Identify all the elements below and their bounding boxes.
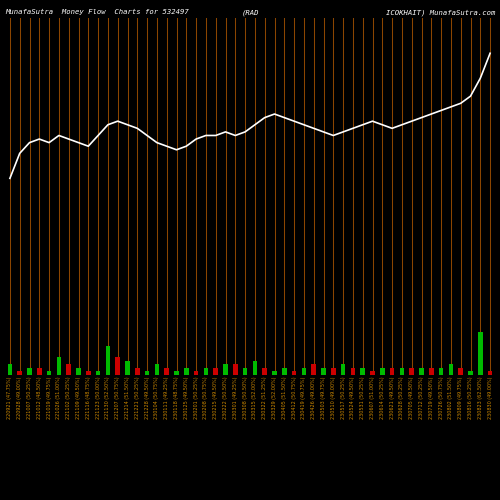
Bar bbox=[174, 372, 178, 375]
Bar bbox=[233, 364, 237, 375]
Bar bbox=[272, 372, 276, 375]
Bar bbox=[37, 368, 42, 375]
Bar bbox=[458, 368, 463, 375]
Bar bbox=[370, 372, 374, 375]
Bar bbox=[18, 372, 22, 375]
Bar bbox=[164, 368, 169, 375]
Bar bbox=[429, 368, 434, 375]
Bar bbox=[331, 368, 336, 375]
Bar bbox=[66, 364, 71, 375]
Bar bbox=[184, 368, 188, 375]
Text: (RAD: (RAD bbox=[241, 9, 259, 16]
Bar bbox=[252, 360, 257, 375]
Bar bbox=[154, 364, 159, 375]
Bar bbox=[380, 368, 384, 375]
Bar bbox=[410, 368, 414, 375]
Bar bbox=[224, 364, 228, 375]
Bar bbox=[47, 372, 52, 375]
Bar bbox=[312, 364, 316, 375]
Bar bbox=[194, 372, 198, 375]
Bar bbox=[135, 368, 140, 375]
Text: ICOKHAIT) MunafaSutra.com: ICOKHAIT) MunafaSutra.com bbox=[386, 9, 495, 16]
Bar bbox=[243, 368, 248, 375]
Bar bbox=[145, 372, 150, 375]
Bar bbox=[214, 368, 218, 375]
Bar bbox=[478, 332, 482, 375]
Bar bbox=[400, 368, 404, 375]
Bar bbox=[488, 372, 492, 375]
Bar bbox=[96, 372, 100, 375]
Bar bbox=[262, 368, 267, 375]
Bar bbox=[322, 368, 326, 375]
Bar bbox=[204, 368, 208, 375]
Bar bbox=[8, 364, 12, 375]
Bar bbox=[292, 372, 296, 375]
Bar bbox=[56, 357, 61, 375]
Bar bbox=[350, 368, 355, 375]
Bar bbox=[126, 360, 130, 375]
Bar bbox=[106, 346, 110, 375]
Bar bbox=[420, 368, 424, 375]
Text: MunafaSutra  Money Flow  Charts for 532497: MunafaSutra Money Flow Charts for 532497 bbox=[5, 9, 189, 15]
Bar bbox=[341, 364, 345, 375]
Bar bbox=[86, 372, 90, 375]
Bar bbox=[360, 368, 365, 375]
Bar bbox=[302, 368, 306, 375]
Bar bbox=[448, 364, 453, 375]
Bar bbox=[439, 368, 444, 375]
Bar bbox=[116, 357, 120, 375]
Bar bbox=[468, 372, 472, 375]
Bar bbox=[390, 368, 394, 375]
Bar bbox=[28, 368, 32, 375]
Bar bbox=[76, 368, 80, 375]
Bar bbox=[282, 368, 286, 375]
